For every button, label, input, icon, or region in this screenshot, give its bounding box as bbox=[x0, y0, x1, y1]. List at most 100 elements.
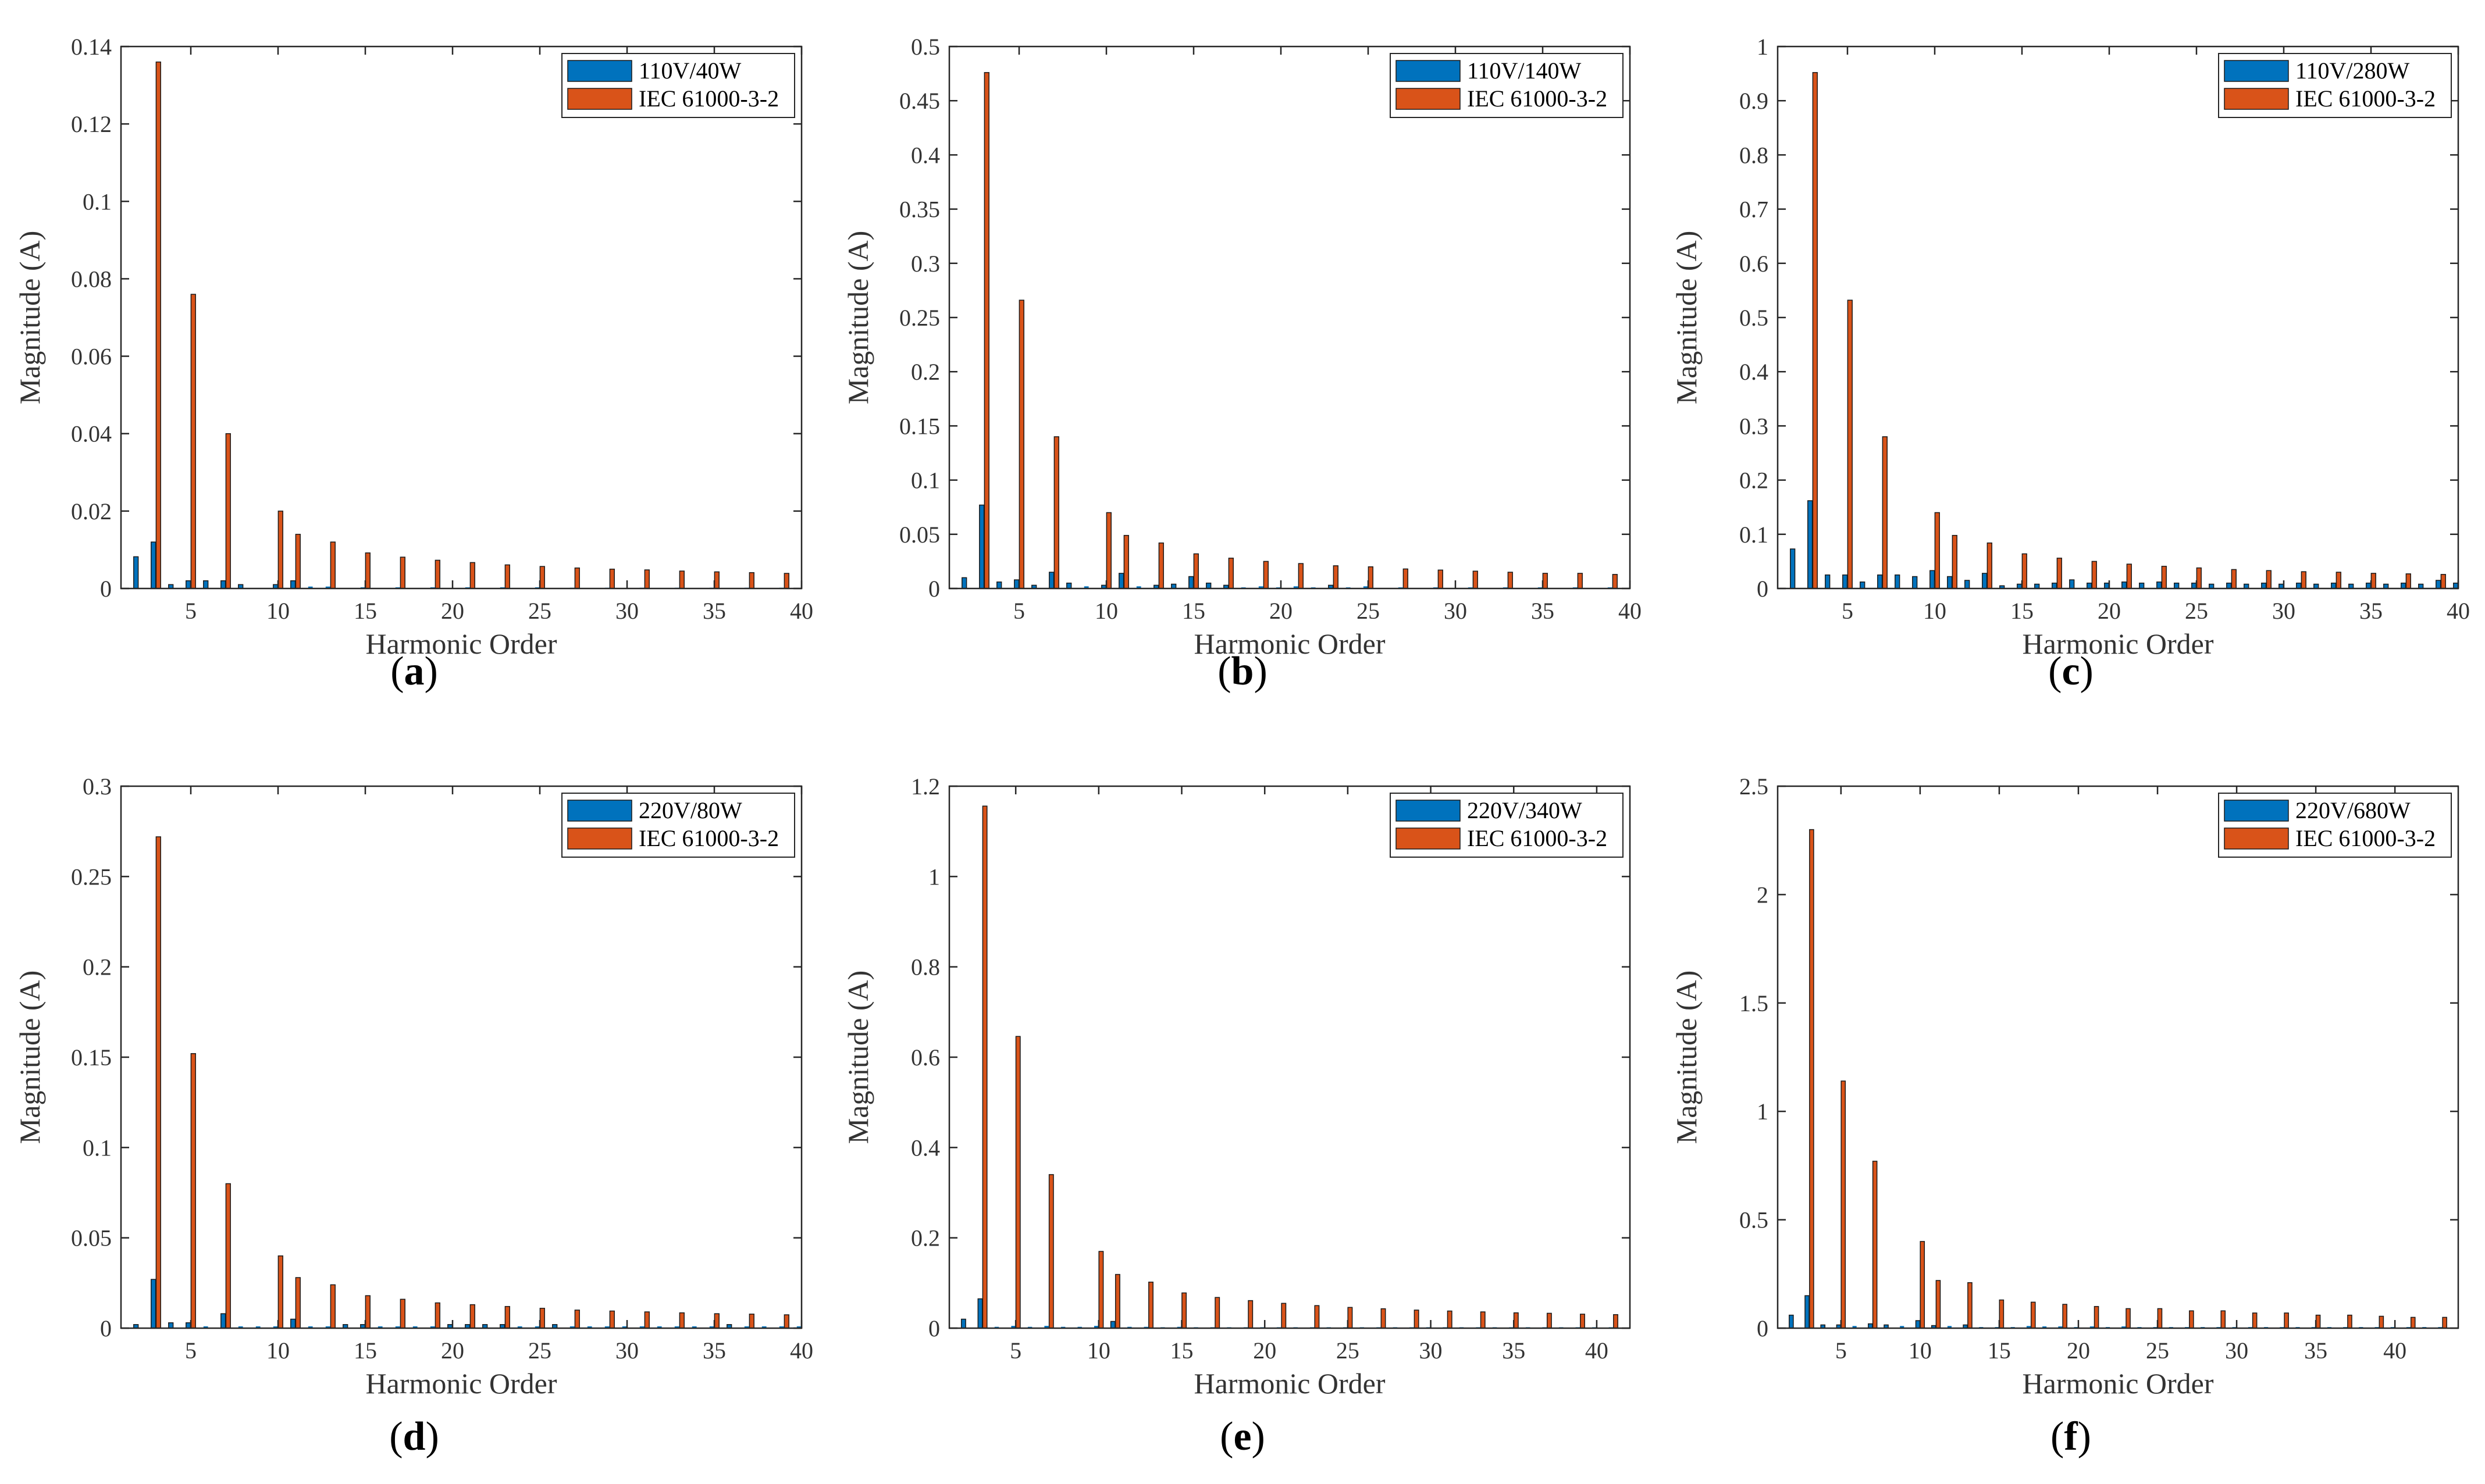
bar-standard-h5 bbox=[1019, 299, 1024, 589]
bar-measured-h9 bbox=[1084, 586, 1089, 588]
bar-measured-h23 bbox=[2121, 1326, 2126, 1328]
x-tick-label: 40 bbox=[2383, 1337, 2406, 1364]
bar-measured-h2 bbox=[1789, 1314, 1794, 1329]
x-tick-label: 40 bbox=[1618, 598, 1642, 624]
legend-swatch-standard bbox=[2224, 827, 2289, 850]
y-tick-label: 0.1 bbox=[1739, 522, 1768, 548]
y-tick-label: 1 bbox=[928, 864, 940, 890]
bar-measured-h12 bbox=[1947, 1326, 1952, 1328]
bar-measured-h23 bbox=[2156, 582, 2162, 589]
bar-standard-h29 bbox=[2266, 570, 2272, 589]
x-tick-label: 25 bbox=[2146, 1337, 2169, 1364]
bar-standard-h17 bbox=[2056, 558, 2062, 589]
bar-standard-h7 bbox=[225, 433, 231, 589]
chart-panel-c: 0 0.1 0.2 0.3 0.4 0.5 0.6 0.7 0.8 0.9 1 5 10 15 20 25 30… bbox=[1657, 0, 2485, 742]
series-standard bbox=[982, 805, 1618, 1329]
y-tick-label: 0 bbox=[928, 1315, 940, 1342]
bar-standard-h15 bbox=[1181, 1292, 1187, 1329]
legend-swatch-standard bbox=[1395, 827, 1461, 850]
x-tick-label: 25 bbox=[528, 1337, 551, 1364]
x-tick-label: 30 bbox=[2225, 1337, 2248, 1364]
bar-measured-h13 bbox=[325, 1326, 330, 1328]
y-axis-label: Magnitude (A) bbox=[1670, 971, 1703, 1144]
y-tick-label: 0.8 bbox=[911, 954, 940, 980]
bar-standard-h35 bbox=[2315, 1314, 2321, 1329]
bar-standard-h19 bbox=[2091, 561, 2097, 589]
y-tick-label: 0.25 bbox=[899, 305, 940, 331]
bar-measured-h12 bbox=[308, 586, 313, 588]
x-tick-label: 10 bbox=[1909, 1337, 1932, 1364]
plot-frame bbox=[1776, 785, 2459, 1329]
bar-standard-h41 bbox=[1613, 1314, 1618, 1329]
legend-label-measured: 220V/680W bbox=[2295, 797, 2411, 823]
bar-standard-h31 bbox=[2252, 1312, 2258, 1329]
bar-standard-h15 bbox=[365, 1295, 371, 1329]
x-tick-label: 15 bbox=[1988, 1337, 2011, 1364]
bar-standard-h3 bbox=[1809, 829, 1814, 1329]
bar-measured-h7 bbox=[220, 580, 226, 589]
x-tick-label: 25 bbox=[2185, 598, 2208, 624]
bar-measured-h2 bbox=[1790, 548, 1796, 589]
x-tick-label: 5 bbox=[185, 598, 197, 624]
bar-measured-h39 bbox=[2436, 580, 2441, 589]
bar-standard-h3 bbox=[1812, 72, 1818, 589]
legend-swatch-measured bbox=[2224, 800, 2289, 822]
bar-measured-h11 bbox=[290, 1318, 296, 1329]
bar-measured-h15 bbox=[1188, 576, 1194, 589]
bar-measured-h21 bbox=[2121, 582, 2127, 589]
bar-standard-h33 bbox=[679, 1312, 685, 1329]
bar-standard-h19 bbox=[1248, 1300, 1254, 1329]
chart-e: 0 0.2 0.4 0.6 0.8 1 1.2 5 10 15 20 25 30 35 40 Harmonic… bbox=[842, 773, 1631, 1400]
x-tick-label: 15 bbox=[354, 1337, 377, 1364]
bar-measured-h19 bbox=[430, 1326, 435, 1328]
bar-measured-h9 bbox=[1900, 1326, 1904, 1328]
bar-standard-h27 bbox=[1380, 1308, 1386, 1329]
bar-measured-h3 bbox=[977, 1298, 983, 1329]
x-tick-label: 35 bbox=[2359, 598, 2383, 624]
bar-standard-h37 bbox=[749, 1314, 754, 1329]
bar-standard-h17 bbox=[1215, 1297, 1220, 1329]
bar-measured-h3 bbox=[1804, 1295, 1810, 1329]
bar-measured-h4 bbox=[1825, 574, 1831, 589]
series-measured bbox=[133, 1279, 802, 1329]
chart-panel-e: 0 0.2 0.4 0.6 0.8 1 1.2 5 10 15 20 25 30 35 40 Harmonic… bbox=[828, 742, 1657, 1484]
y-tick-label: 0.2 bbox=[911, 359, 940, 385]
bar-measured-h3 bbox=[1807, 500, 1813, 589]
bar-standard-h35 bbox=[714, 571, 720, 589]
bar-standard-h29 bbox=[2220, 1310, 2226, 1329]
bar-standard-h13 bbox=[330, 1284, 336, 1329]
bar-measured-h12 bbox=[1964, 580, 1970, 589]
bar-measured-h25 bbox=[1363, 586, 1368, 588]
y-tick-label: 0.2 bbox=[911, 1225, 940, 1251]
bar-measured-h13 bbox=[325, 586, 330, 588]
y-tick-label: 0.3 bbox=[911, 251, 940, 277]
bar-standard-h27 bbox=[2189, 1310, 2194, 1329]
bar-standard-h25 bbox=[539, 1308, 545, 1329]
bar-measured-h19 bbox=[2058, 1326, 2063, 1328]
bar-standard-h39 bbox=[784, 573, 789, 589]
bar-measured-h10 bbox=[1915, 1320, 1921, 1329]
series-measured bbox=[133, 541, 784, 589]
bar-measured-h5 bbox=[1014, 579, 1020, 589]
y-tick-label: 0.3 bbox=[1739, 413, 1768, 439]
y-tick-label: 1 bbox=[1757, 1098, 1768, 1125]
bar-measured-h6 bbox=[203, 580, 209, 589]
y-tick-label: 0.08 bbox=[71, 266, 112, 292]
x-tick-label: 35 bbox=[703, 1337, 726, 1364]
x-tick-label: 20 bbox=[441, 1337, 464, 1364]
bar-standard-h39 bbox=[1612, 574, 1618, 589]
legend-swatch-measured bbox=[567, 800, 632, 822]
bar-standard-h25 bbox=[2196, 567, 2202, 589]
bar-standard-h33 bbox=[2284, 1312, 2289, 1329]
bar-standard-h11 bbox=[1115, 1273, 1120, 1329]
chart-panel-a: 0 0.02 0.04 0.06 0.08 0.1 0.12 0.14 5 10 15 20 25 30 3… bbox=[0, 0, 828, 742]
bar-standard-h7 bbox=[1053, 436, 1059, 589]
x-axis-label: Harmonic Order bbox=[2022, 627, 2213, 660]
bar-measured-h32 bbox=[657, 1326, 662, 1328]
bar-standard-h33 bbox=[679, 570, 685, 589]
bar-measured-h40 bbox=[2453, 582, 2459, 589]
chart-b: 0 0.05 0.1 0.15 0.2 0.25 0.3 0.35 0.4 0.45 0.5 5 10 1… bbox=[842, 34, 1642, 660]
bar-standard-h7 bbox=[1048, 1174, 1054, 1329]
